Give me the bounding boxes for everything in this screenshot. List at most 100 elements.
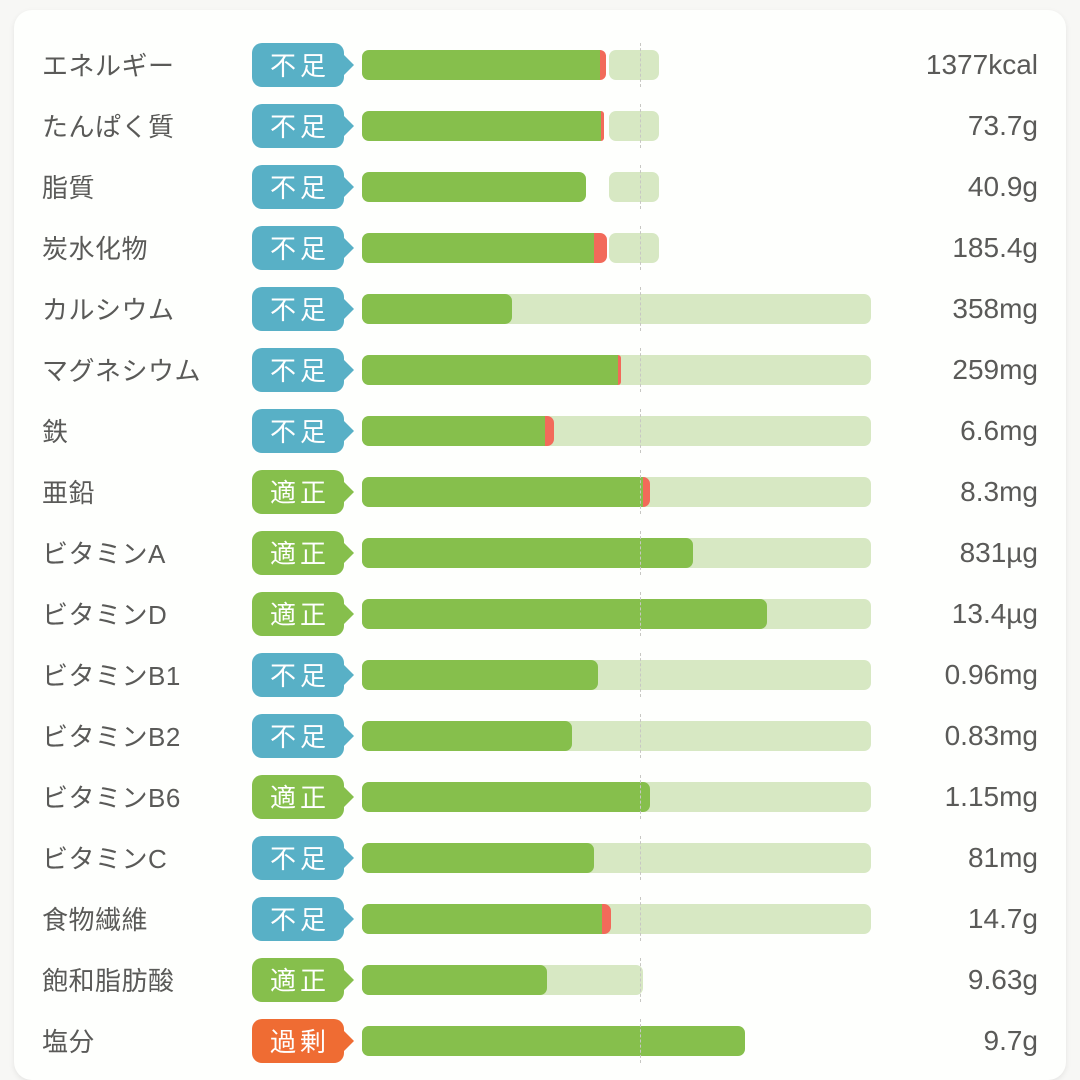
nutrient-value: 0.96mg [918,659,1038,691]
nutrient-row: ビタミンB6適正 1.15mg [42,766,1038,827]
nutrient-label: マグネシウム [42,351,252,388]
nutrient-value: 185.4g [918,232,1038,264]
bar-zone [362,165,918,209]
bar-fill [362,904,611,934]
nutrient-value: 259mg [918,354,1038,386]
bar-zone [362,592,918,636]
bar-fill [362,843,594,873]
nutrient-label: たんぱく質 [42,107,252,144]
nutrient-label: 亜鉛 [42,473,252,510]
bar-fill [362,50,606,80]
bar-fill [362,538,693,568]
nutrient-row: カルシウム不足358mg [42,278,1038,339]
nutrient-row: 炭水化物不足 185.4g [42,217,1038,278]
nutrient-value: 14.7g [918,903,1038,935]
nutrient-value: 1377kcal [918,49,1038,81]
bar-zone [362,958,918,1002]
bar-track [609,111,659,141]
bar-zone [362,897,918,941]
nutrient-label: 飽和脂肪酸 [42,961,252,998]
bar-zone [362,287,918,331]
status-tag: 適正 [252,775,344,819]
bar-fill [362,782,650,812]
nutrient-row: ビタミンC不足 81mg [42,827,1038,888]
status-tag: 不足 [252,287,344,331]
bar-fill [362,233,607,263]
nutrient-label: ビタミンC [42,839,252,876]
bar-zone [362,226,918,270]
status-tag: 適正 [252,470,344,514]
nutrient-value: 81mg [918,842,1038,874]
nutrient-row: 鉄不足 6.6mg [42,400,1038,461]
nutrient-label: 脂質 [42,168,252,205]
nutrient-row: ビタミンA適正831µg [42,522,1038,583]
bar-fill [362,1026,745,1056]
nutrient-value: 9.63g [918,964,1038,996]
nutrient-label: 鉄 [42,412,252,449]
status-tag: 不足 [252,409,344,453]
nutrient-rows: エネルギー不足1377kcalたんぱく質不足73.7g脂質不足40.9g炭水化物… [42,34,1038,1071]
bar-fill [362,965,547,995]
nutrient-label: 食物繊維 [42,900,252,937]
bar-zone [362,531,918,575]
status-tag: 不足 [252,897,344,941]
status-tag: 不足 [252,836,344,880]
nutrient-row: ビタミンD適正 13.4µg [42,583,1038,644]
nutrient-value: 6.6mg [918,415,1038,447]
nutrient-label: 塩分 [42,1022,252,1059]
nutrient-value: 9.7g [918,1025,1038,1057]
nutrient-row: 脂質不足40.9g [42,156,1038,217]
bar-zone [362,470,918,514]
nutrition-card: エネルギー不足1377kcalたんぱく質不足73.7g脂質不足40.9g炭水化物… [14,10,1066,1080]
nutrient-label: ビタミンB6 [42,778,252,815]
nutrient-label: ビタミンB2 [42,717,252,754]
nutrient-row: マグネシウム不足 259mg [42,339,1038,400]
status-tag: 不足 [252,104,344,148]
status-tag: 適正 [252,592,344,636]
status-tag: 不足 [252,43,344,87]
bar-fill [362,416,554,446]
bar-zone [362,775,918,819]
bar-fill [362,172,586,202]
nutrient-value: 73.7g [918,110,1038,142]
bar-fill [362,294,512,324]
status-tag: 適正 [252,958,344,1002]
bar-zone [362,409,918,453]
nutrient-row: 飽和脂肪酸適正 9.63g [42,949,1038,1010]
bar-zone [362,714,918,758]
nutrient-label: 炭水化物 [42,229,252,266]
nutrient-value: 1.15mg [918,781,1038,813]
nutrient-row: ビタミンB2不足 0.83mg [42,705,1038,766]
nutrient-value: 831µg [918,537,1038,569]
nutrient-row: 亜鉛適正 8.3mg [42,461,1038,522]
bar-zone [362,836,918,880]
status-tag: 不足 [252,226,344,270]
bar-fill [362,599,767,629]
bar-fill [362,660,598,690]
bar-zone [362,348,918,392]
nutrient-label: ビタミンD [42,595,252,632]
status-tag: 不足 [252,348,344,392]
nutrient-value: 0.83mg [918,720,1038,752]
bar-zone [362,1019,918,1063]
status-tag: 適正 [252,531,344,575]
status-tag: 過剰 [252,1019,344,1063]
status-tag: 不足 [252,714,344,758]
bar-track [609,172,659,202]
nutrient-label: ビタミンB1 [42,656,252,693]
bar-zone [362,104,918,148]
status-tag: 不足 [252,653,344,697]
nutrient-row: エネルギー不足 1377kcal [42,34,1038,95]
bar-track [609,233,659,263]
bar-fill [362,111,604,141]
nutrient-row: 塩分過剰 9.7g [42,1010,1038,1071]
nutrient-value: 358mg [918,293,1038,325]
bar-zone [362,43,918,87]
bar-track [609,50,659,80]
nutrient-value: 8.3mg [918,476,1038,508]
nutrient-value: 13.4µg [918,598,1038,630]
nutrient-label: エネルギー [42,46,252,83]
nutrient-row: たんぱく質不足 73.7g [42,95,1038,156]
bar-zone [362,653,918,697]
bar-fill [362,477,650,507]
